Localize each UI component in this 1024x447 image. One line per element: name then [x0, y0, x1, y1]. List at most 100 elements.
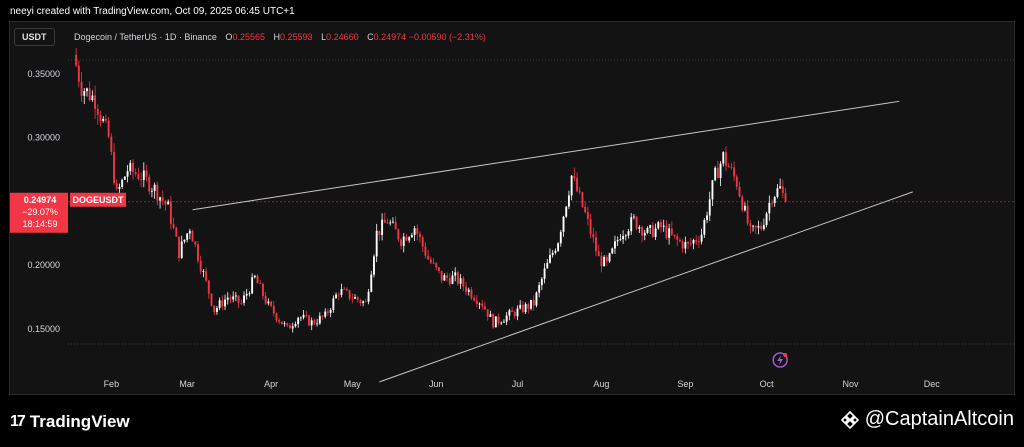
candle-body: [107, 120, 110, 137]
candle-body: [172, 224, 175, 228]
candle-body: [513, 311, 516, 317]
candle-body: [199, 260, 202, 272]
candle-body: [156, 184, 159, 201]
x-tick-label: Mar: [179, 379, 195, 389]
trendline-upper[interactable]: [192, 100, 900, 211]
currency-badge[interactable]: USDT: [14, 28, 55, 46]
symbol-tag-box: [70, 192, 126, 207]
candle-body: [735, 176, 738, 187]
candle-body: [77, 65, 80, 82]
candle-body: [752, 225, 755, 227]
y-tick-label: 0.30000: [27, 133, 60, 143]
candle-body: [297, 317, 300, 325]
candle-body: [600, 256, 603, 267]
candle-body: [429, 259, 432, 263]
candle-body: [781, 186, 784, 194]
candle-body: [248, 293, 251, 295]
chart-panel[interactable]: USDT Dogecoin / TetherUS · 1D · Binance …: [9, 21, 1015, 395]
candle-body: [186, 233, 189, 240]
candle-body: [643, 232, 646, 236]
candle-body: [83, 91, 86, 96]
event-marker-icon[interactable]: [772, 352, 788, 368]
high-label: H: [273, 32, 281, 42]
candle-body: [210, 293, 213, 306]
candle-body: [340, 289, 343, 295]
candle-body: [169, 201, 172, 225]
candle-body: [251, 277, 254, 294]
candle-body: [286, 323, 289, 326]
candle-body: [221, 300, 224, 307]
candle-body: [326, 311, 329, 313]
candle-body: [719, 163, 722, 179]
candle-body: [738, 186, 741, 197]
candle-body: [408, 237, 411, 241]
tradingview-brand: TradingView: [29, 412, 130, 431]
candle-body: [397, 229, 400, 240]
candle-body: [670, 228, 673, 235]
candle-body: [413, 228, 416, 236]
candle-body: [440, 270, 443, 281]
trendline-lower[interactable]: [379, 191, 913, 383]
candle-body: [535, 292, 538, 306]
candle-body: [749, 223, 752, 227]
candle-body: [765, 213, 768, 225]
candle-body: [302, 314, 305, 318]
candle-body: [245, 293, 248, 296]
candle-body: [316, 323, 319, 325]
candle-body: [484, 306, 486, 310]
candle-body: [178, 236, 180, 259]
candle-body: [202, 271, 205, 272]
y-tick-label: 0.35000: [27, 69, 60, 79]
open-label: O: [225, 32, 233, 42]
candle-body: [150, 190, 153, 192]
candle-body: [714, 167, 717, 181]
candle-body: [543, 268, 546, 279]
candle-body: [481, 303, 484, 307]
candle-body: [641, 227, 643, 236]
candle-body: [635, 216, 638, 229]
candle-body: [416, 228, 419, 234]
candle-body: [619, 239, 622, 241]
candle-body: [743, 205, 746, 211]
candle-body: [695, 240, 698, 242]
candle-body: [684, 241, 687, 249]
candle-body: [654, 228, 657, 238]
candle-body: [730, 167, 733, 169]
candle-body: [616, 240, 619, 242]
candle-body: [746, 205, 749, 224]
candle-body: [94, 95, 97, 109]
candle-body: [589, 218, 592, 235]
candle-body: [354, 297, 356, 299]
symbol-legend: Dogecoin / TetherUS · 1D · Binance O0.25…: [74, 32, 486, 42]
candle-body: [318, 315, 321, 324]
candle-body: [546, 262, 549, 269]
candle-body: [676, 236, 679, 240]
candle-body: [129, 162, 132, 172]
candle-body: [467, 289, 470, 292]
candle-body: [142, 170, 145, 180]
candle-body: [727, 165, 730, 168]
candle-body: [540, 278, 543, 286]
candle-body: [299, 317, 302, 319]
x-tick-label: Feb: [104, 379, 120, 389]
candle-body: [180, 241, 183, 259]
candle-body: [454, 272, 457, 276]
symbol-title: Dogecoin / TetherUS · 1D · Binance: [74, 32, 217, 42]
candle-body: [329, 310, 332, 313]
candle-body: [215, 307, 218, 312]
candle-body: [576, 177, 579, 192]
candle-body: [771, 202, 773, 204]
candle-body: [424, 246, 427, 256]
watermark-text: @CaptainAltcoin: [864, 408, 1014, 430]
price-chart[interactable]: 0.350000.300000.250000.200000.15000FebMa…: [10, 22, 1016, 396]
candle-body: [86, 88, 88, 92]
x-tick-label: Sep: [677, 379, 693, 389]
candle-body: [776, 188, 779, 198]
candle-body: [754, 225, 757, 228]
candle-body: [624, 235, 627, 237]
candle-body: [391, 221, 394, 223]
close-label: C: [367, 32, 374, 42]
low-value: 0.24660: [326, 32, 359, 42]
open-value: 0.25565: [232, 32, 265, 42]
candle-body: [573, 175, 576, 178]
